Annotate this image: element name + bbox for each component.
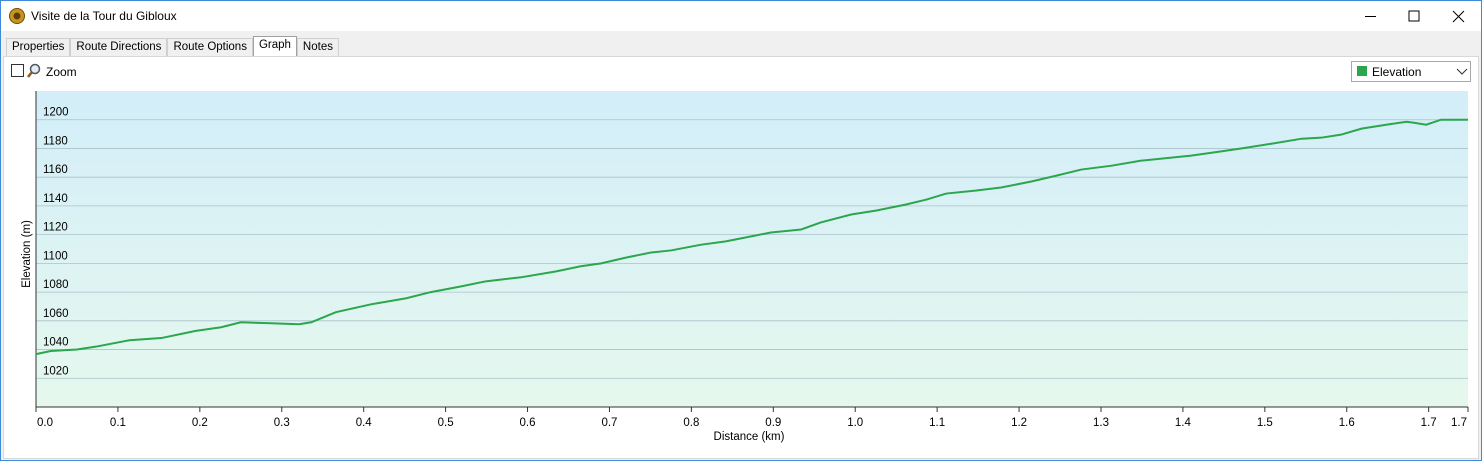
elevation-line xyxy=(35,118,1468,356)
tab[interactable]: Route Options xyxy=(167,38,253,56)
x-tick-label: 1.4 xyxy=(1175,417,1192,429)
x-tick-label: 0.4 xyxy=(356,417,373,429)
x-tick-label: 0.9 xyxy=(765,417,781,429)
x-tick-label: 0.2 xyxy=(192,417,208,429)
x-tick-label: 0.6 xyxy=(520,417,536,429)
tab[interactable]: Properties xyxy=(6,38,71,56)
plot-area xyxy=(36,91,1468,407)
y-tick-label: 1020 xyxy=(43,365,69,377)
window-title: Visite de la Tour du Gibloux xyxy=(31,9,177,23)
x-tick-label: 1.2 xyxy=(1011,417,1027,429)
x-tick-label: 0.7 xyxy=(601,417,617,429)
maximize[interactable] xyxy=(1408,10,1420,22)
tab-strip: Properties Route Directions Route Option… xyxy=(6,36,339,56)
x-axis-title: Distance (km) xyxy=(714,431,785,443)
tab[interactable]: Notes xyxy=(296,38,339,56)
chart: Elevation (m) Distance (km) 1020 1040 1060… xyxy=(21,91,1469,443)
window-controls[interactable] xyxy=(1351,1,1481,31)
tab-selected[interactable]: Graph xyxy=(252,36,297,56)
zoom-label[interactable]: Zoom xyxy=(46,65,77,79)
x-tick-label: 1.7 xyxy=(1421,417,1437,429)
magnifier-handle xyxy=(27,71,33,78)
legend-swatch xyxy=(1357,66,1367,76)
legend-label: Elevation xyxy=(1372,65,1422,79)
app-icon xyxy=(9,8,25,24)
checkbox[interactable] xyxy=(11,64,24,77)
x-tick-label: 1.0 xyxy=(847,417,863,429)
x-tick-label: 0.1 xyxy=(110,417,126,429)
x-tick-label: 0.5 xyxy=(438,417,454,429)
y-tick-label: 1200 xyxy=(43,107,69,119)
x-tick-label: 0.8 xyxy=(683,417,699,429)
zoom-controls[interactable] xyxy=(10,63,50,79)
tab[interactable]: Route Directions xyxy=(70,38,168,56)
y-tick-label: 1180 xyxy=(43,135,68,147)
dropdown-arrow[interactable] xyxy=(1456,67,1468,77)
y-tick-label: 1060 xyxy=(43,308,69,320)
y-tick-label: 1040 xyxy=(43,337,69,349)
x-tick-label: 0.3 xyxy=(274,417,290,429)
series-dropdown[interactable]: Elevation xyxy=(1351,61,1471,82)
x-tick-label: 0.0 xyxy=(37,417,53,429)
y-axis-title: Elevation (m) xyxy=(21,220,33,288)
x-tick-label: 1.7 xyxy=(1451,417,1467,429)
close[interactable] xyxy=(1452,10,1465,23)
x-tick-label: 1.5 xyxy=(1257,417,1273,429)
magnifier-icon xyxy=(29,63,41,75)
y-tick-label: 1140 xyxy=(43,193,68,205)
x-tick-label: 1.3 xyxy=(1093,417,1109,429)
x-tick-label: 1.1 xyxy=(929,417,945,429)
y-tick-label: 1160 xyxy=(43,164,68,176)
y-tick-label: 1120 xyxy=(43,222,68,234)
y-tick-label: 1100 xyxy=(43,250,68,262)
title-bar: Visite de la Tour du Gibloux xyxy=(1,1,1481,31)
x-tick-label: 1.6 xyxy=(1339,417,1355,429)
y-tick-label: 1080 xyxy=(43,279,69,291)
